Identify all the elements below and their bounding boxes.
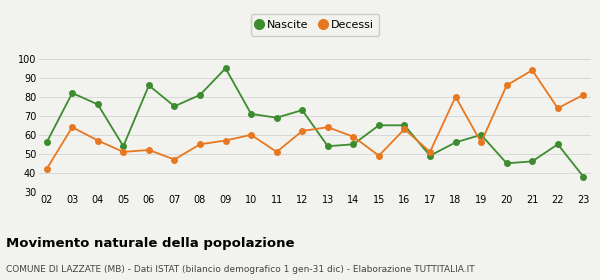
- Legend: Nascite, Decessi: Nascite, Decessi: [251, 14, 379, 36]
- Text: COMUNE DI LAZZATE (MB) - Dati ISTAT (bilancio demografico 1 gen-31 dic) - Elabor: COMUNE DI LAZZATE (MB) - Dati ISTAT (bil…: [6, 265, 475, 274]
- Text: Movimento naturale della popolazione: Movimento naturale della popolazione: [6, 237, 295, 249]
